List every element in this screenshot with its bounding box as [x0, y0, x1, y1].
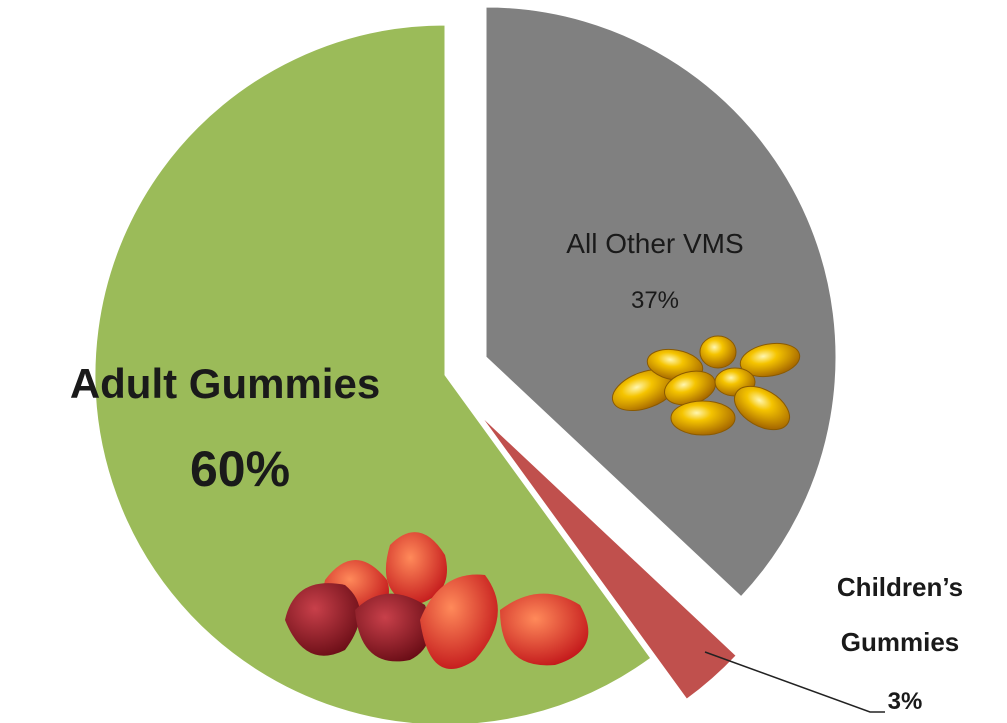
value-label: 37% — [630, 287, 680, 314]
pie-slice — [480, 415, 737, 700]
pie-slice — [485, 6, 837, 598]
slice-label: All Other VMS — [566, 228, 744, 259]
value-label: 60% — [189, 441, 291, 497]
leader-line — [704, 651, 885, 713]
slice-label: Children’s Gummies — [836, 572, 964, 657]
pie-slice — [94, 24, 652, 723]
slice-label: Adult Gummies — [69, 360, 381, 407]
value-label: 3% — [887, 688, 923, 715]
gummies-image — [285, 532, 589, 669]
capsules-image — [611, 335, 801, 436]
